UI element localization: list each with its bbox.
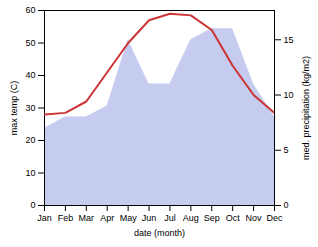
svg-text:Jan: Jan (37, 213, 52, 223)
svg-text:10: 10 (284, 90, 294, 100)
svg-text:Oct: Oct (226, 213, 241, 223)
svg-text:max temp (C): max temp (C) (9, 81, 19, 136)
svg-text:Feb: Feb (58, 213, 74, 223)
svg-text:Jul: Jul (164, 213, 176, 223)
svg-text:May: May (120, 213, 138, 223)
svg-text:0: 0 (30, 200, 35, 210)
svg-text:40: 40 (25, 70, 35, 80)
svg-text:Sep: Sep (204, 213, 220, 223)
svg-text:Nov: Nov (246, 213, 263, 223)
svg-text:30: 30 (25, 103, 35, 113)
svg-text:Mar: Mar (79, 213, 95, 223)
svg-text:50: 50 (25, 38, 35, 48)
svg-text:5: 5 (284, 145, 289, 155)
svg-text:date (month): date (month) (134, 228, 185, 238)
svg-text:0: 0 (284, 200, 289, 210)
svg-text:Aug: Aug (183, 213, 199, 223)
svg-text:20: 20 (25, 135, 35, 145)
svg-text:Apr: Apr (100, 213, 114, 223)
svg-text:Dec: Dec (266, 213, 283, 223)
svg-text:med. precipitation (kg/m2): med. precipitation (kg/m2) (301, 56, 311, 160)
svg-text:10: 10 (25, 168, 35, 178)
svg-text:60: 60 (25, 5, 35, 15)
svg-text:15: 15 (284, 35, 294, 45)
svg-text:Jun: Jun (142, 213, 157, 223)
